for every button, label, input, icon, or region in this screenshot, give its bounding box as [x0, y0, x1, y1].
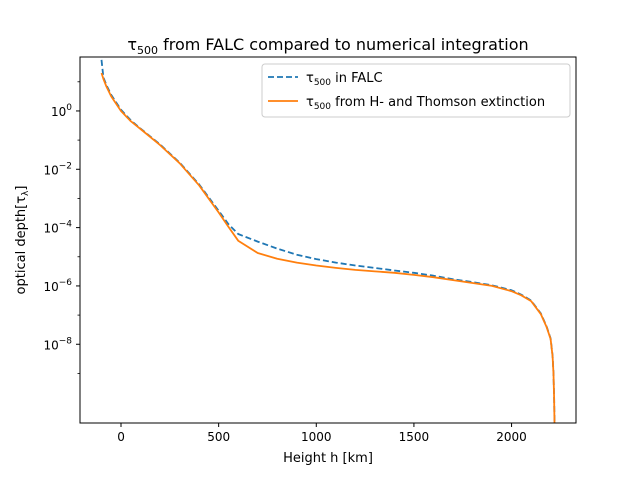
y-tick-label: 100: [51, 103, 72, 119]
series-layer: [100, 59, 556, 424]
y-tick-label: 10−6: [43, 278, 72, 294]
x-tick-label: 2000: [496, 430, 527, 444]
x-tick-label: 1000: [301, 430, 332, 444]
series-line-1: [100, 72, 556, 424]
x-axis-ticks: 0 500 1000 1500 2000: [117, 423, 527, 444]
legend: τ500 in FALC τ500 from H- and Thomson ex…: [261, 63, 571, 118]
x-axis-label: Height h [km]: [283, 451, 373, 466]
y-tick-label: 10−2: [43, 161, 72, 177]
series-line-0: [100, 59, 556, 424]
legend-label-numerical: τ500 from H- and Thomson extinction: [306, 95, 545, 112]
x-tick-label: 500: [207, 430, 230, 444]
y-axis-ticks: 100 10−2 10−4 10−6 10−8: [43, 81, 80, 374]
legend-label-falc: τ500 in FALC: [306, 71, 383, 88]
x-tick-label: 0: [117, 430, 125, 444]
y-tick-label: 10−4: [43, 220, 72, 236]
x-tick-label: 1500: [399, 430, 430, 444]
chart-title: τ500 from FALC compared to numerical int…: [127, 35, 528, 57]
legend-box: [261, 63, 571, 118]
y-axis-label: optical depth[τλ]: [14, 186, 31, 295]
axes-frame: [79, 56, 577, 424]
y-tick-label: 10−8: [43, 336, 72, 352]
